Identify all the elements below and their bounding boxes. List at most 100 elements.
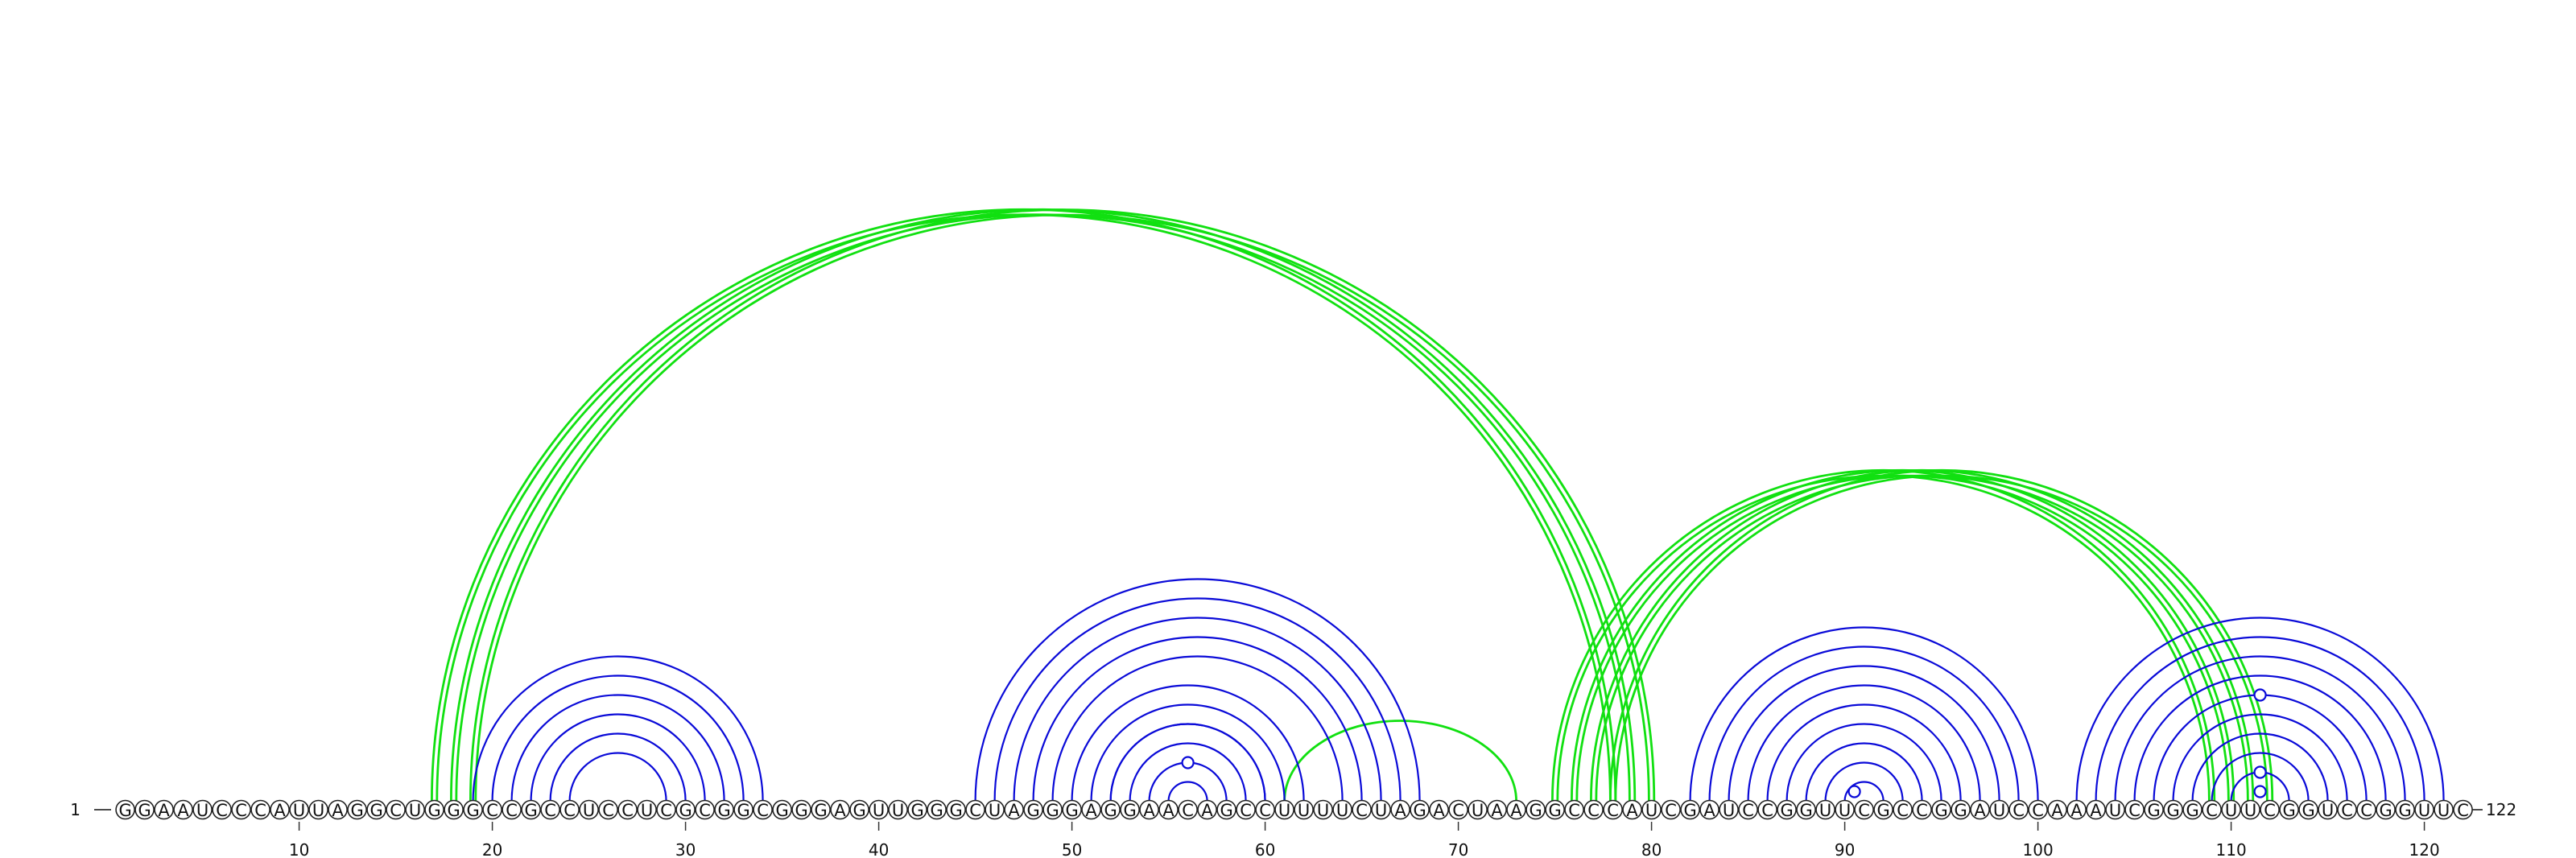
nucleotide-70: C — [1448, 799, 1468, 820]
pseudoknot-arc-19-80-inner — [474, 213, 1650, 802]
nucleotide-98: U — [1989, 799, 2009, 820]
nucleotide-letter: C — [2360, 801, 2372, 820]
nucleotide-109: C — [2202, 799, 2222, 820]
nucleotide-letter: G — [1413, 801, 1426, 820]
nucleotide-circle — [1371, 799, 1391, 820]
nucleotide-letter: U — [1336, 801, 1348, 820]
nucleotide-letter: A — [1433, 801, 1445, 820]
nucleotide-42: G — [907, 799, 927, 820]
gu-marker-layer — [1181, 688, 2267, 798]
nucleotide-circle — [985, 799, 1005, 820]
nucleotide-circle — [2028, 799, 2048, 820]
nucleotide-circle — [250, 799, 270, 820]
end-index-label: 122 — [2486, 800, 2516, 819]
nucleotide-circle — [1564, 799, 1584, 820]
nucleotide-circle — [1815, 799, 1835, 820]
tick-label-120: 120 — [2409, 840, 2440, 858]
nucleotide-letter: C — [969, 801, 981, 820]
nucleotide-letter: G — [1123, 801, 1136, 820]
base-pair-arc-55-57 — [1167, 781, 1208, 802]
nucleotide-letter: G — [910, 801, 923, 820]
nucleotide-circle — [2105, 799, 2125, 820]
tick-label-80: 80 — [1641, 840, 1662, 858]
nucleotide-letter: U — [1645, 801, 1657, 820]
nucleotide-12: A — [328, 799, 348, 820]
nucleotide-letter: U — [583, 801, 595, 820]
nucleotide-65: C — [1352, 799, 1372, 820]
nucleotide-85: C — [1738, 799, 1758, 820]
nucleotide-77: C — [1583, 799, 1604, 820]
nucleotide-108: G — [2182, 799, 2202, 820]
nucleotide-letter: U — [989, 801, 1001, 820]
nucleotide-83: A — [1699, 799, 1719, 820]
nucleotide-letter: C — [2128, 801, 2140, 820]
base-pair-arc-46-67 — [993, 597, 1402, 802]
nucleotide-circle — [1004, 799, 1024, 820]
pseudoknot-arc-77-111-outer — [1590, 468, 2255, 802]
nucleotide-39: G — [849, 799, 869, 820]
nucleotide-circle — [1603, 799, 1623, 820]
pseudoknot-arc-76-110-outer — [1571, 468, 2235, 802]
pseudoknot-arc-19-80-outer — [469, 208, 1656, 802]
base-pair-arc-84-98 — [1728, 665, 2000, 802]
nucleotide-45: C — [965, 799, 985, 820]
nucleotide-62: U — [1294, 799, 1314, 820]
nucleotide-circle — [1197, 799, 1217, 820]
nucleotide-circle — [1468, 799, 1488, 820]
nucleotide-letter: G — [1683, 801, 1696, 820]
nucleotide-circle — [2318, 799, 2338, 820]
base-pair-arc-90-92 — [1843, 781, 1885, 802]
nucleotide-80: U — [1641, 799, 1662, 820]
nucleotide-90: U — [1835, 799, 1855, 820]
nucleotide-letter: G — [2186, 801, 2198, 820]
nucleotide-circle — [1178, 799, 1198, 820]
nucleotide-circle — [366, 799, 386, 820]
nucleotide-9: A — [270, 799, 290, 820]
nucleotide-95: G — [1931, 799, 1951, 820]
nucleotide-letter: G — [138, 801, 151, 820]
tick-label-40: 40 — [869, 840, 889, 858]
nucleotide-circle — [1487, 799, 1507, 820]
nucleotide-circle — [2008, 799, 2029, 820]
nucleotide-circle — [1893, 799, 1913, 820]
nucleotide-57: A — [1197, 799, 1217, 820]
nucleotide-letter: C — [1356, 801, 1368, 820]
tick-label-100: 100 — [2023, 840, 2054, 858]
nucleotide-circle — [1448, 799, 1468, 820]
nucleotide-101: A — [2047, 799, 2067, 820]
nucleotide-circle — [463, 799, 483, 820]
base-pair-arc-107-116 — [2172, 713, 2348, 802]
nucleotide-72: A — [1487, 799, 1507, 820]
nucleotide-letter: G — [1046, 801, 1059, 820]
nucleotide-letter: A — [1626, 801, 1638, 820]
nucleotide-letter: A — [834, 801, 846, 820]
nucleotide-46: U — [985, 799, 1005, 820]
nucleotide-circle — [1835, 799, 1855, 820]
nucleotide-circle — [2221, 799, 2241, 820]
tick-label-50: 50 — [1062, 840, 1082, 858]
nucleotide-letter: G — [1954, 801, 1967, 820]
nucleotide-circle — [559, 799, 580, 820]
nucleotide-79: A — [1622, 799, 1642, 820]
nucleotide-circle — [1352, 799, 1372, 820]
nucleotide-75: G — [1545, 799, 1565, 820]
nucleotide-4: A — [173, 799, 193, 820]
nucleotide-letter: A — [274, 801, 286, 820]
nucleotide-81: C — [1661, 799, 1681, 820]
nucleotide-letter: C — [1742, 801, 1754, 820]
nucleotide-21: C — [502, 799, 522, 820]
nucleotide-51: A — [1081, 799, 1101, 820]
nucleotide-circle — [2047, 799, 2067, 820]
nucleotide-circle — [1313, 799, 1333, 820]
nucleotide-letter: G — [447, 801, 460, 820]
nucleotide-letter: C — [1568, 801, 1580, 820]
nucleotide-circle — [115, 799, 135, 820]
nucleotide-letter: U — [409, 801, 421, 820]
nucleotide-circle — [1429, 799, 1449, 820]
nucleotide-letter: G — [1548, 801, 1561, 820]
nucleotide-letter: G — [524, 801, 537, 820]
nucleotide-circle — [1236, 799, 1256, 820]
nucleotide-circle — [849, 799, 869, 820]
nucleotide-49: G — [1042, 799, 1063, 820]
nucleotide-circle — [1042, 799, 1063, 820]
